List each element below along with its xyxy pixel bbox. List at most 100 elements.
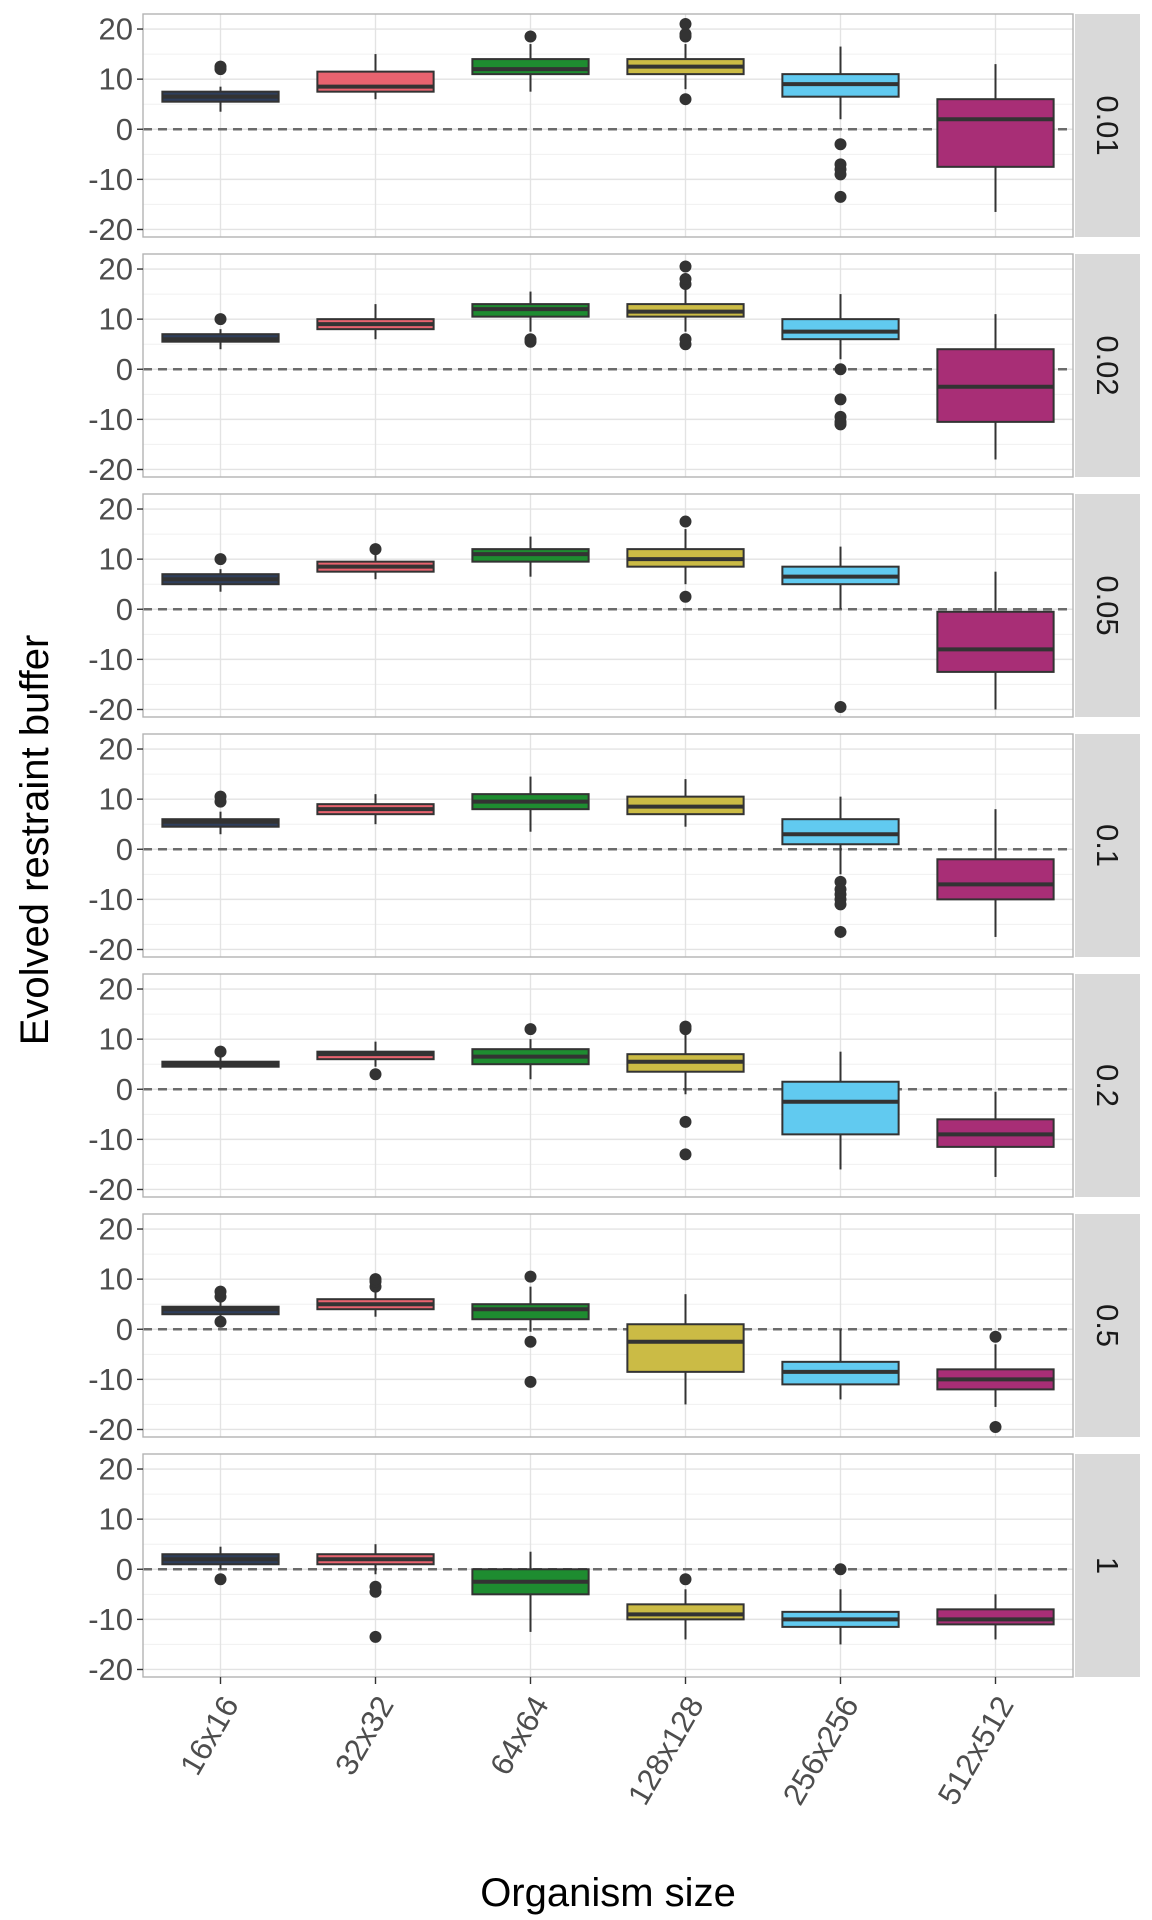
- y-tick-label: -10: [88, 162, 133, 197]
- y-tick-label: -10: [88, 1362, 133, 1397]
- y-tick-label: 10: [99, 542, 133, 577]
- box-body: [471, 1303, 590, 1321]
- outlier-point: [679, 260, 692, 273]
- outlier-point: [834, 925, 847, 938]
- outlier-point: [834, 168, 847, 181]
- outlier-point: [679, 590, 692, 603]
- x-tick-label: 256x256: [776, 1690, 866, 1811]
- outlier-point: [369, 543, 382, 556]
- panel-background: [143, 254, 1073, 477]
- box-512x512: [936, 314, 1055, 460]
- panel-background: [143, 974, 1073, 1197]
- panel-border: [142, 253, 1074, 478]
- y-tick-label: -20: [88, 932, 133, 967]
- x-tick-label: 16x16: [173, 1690, 246, 1781]
- outlier-point: [524, 30, 537, 43]
- panel-border: [142, 973, 1074, 1198]
- facet-strip: [1075, 974, 1140, 1197]
- y-tick-label: 0: [116, 592, 133, 627]
- box-64x64: [471, 1270, 590, 1388]
- facet-panel: 0.05 20 10 0 -10 -20: [88, 492, 1140, 727]
- facet-strip-label: 0.02: [1090, 335, 1125, 395]
- y-tick-label: 20: [99, 1452, 133, 1487]
- panel-background: [143, 14, 1073, 237]
- facet-panel: 0.5 20 10 0 -10 -20: [88, 1212, 1140, 1447]
- box-32x32: [316, 794, 435, 825]
- box-512x512: [936, 64, 1055, 212]
- box-128x128: [626, 515, 745, 603]
- box-128x128: [626, 18, 745, 106]
- box-64x64: [471, 536, 590, 577]
- y-tick-label: 10: [99, 1262, 133, 1297]
- y-tick-label: -10: [88, 1122, 133, 1157]
- facet-panel: 0.2 20 10 0 -10 -20: [88, 972, 1140, 1207]
- x-tick-label: 32x32: [328, 1690, 401, 1781]
- outlier-point: [834, 1563, 847, 1576]
- panel-background: [143, 494, 1073, 717]
- box-32x32: [316, 1041, 435, 1081]
- box-256x256: [781, 1329, 900, 1400]
- outlier-point: [214, 1315, 227, 1328]
- y-tick-label: 0: [116, 1072, 133, 1107]
- box-body: [781, 318, 900, 341]
- facet-strip: [1075, 254, 1140, 477]
- outlier-point: [679, 273, 692, 286]
- outlier-point: [834, 418, 847, 431]
- box-512x512: [936, 1091, 1055, 1177]
- facet-strip-label: 1: [1090, 1557, 1125, 1574]
- outlier-point: [369, 1273, 382, 1286]
- y-tick-label: -10: [88, 642, 133, 677]
- facet-panel: 0.1 20 10 0 -10 -20: [88, 732, 1140, 967]
- outlier-point: [989, 1420, 1002, 1433]
- outlier-point: [369, 1630, 382, 1643]
- box-64x64: [471, 1551, 590, 1632]
- box-128x128: [626, 779, 745, 827]
- y-tick-label: -20: [88, 692, 133, 727]
- y-tick-label: 20: [99, 732, 133, 767]
- y-axis-title: Evolved restraint buffer: [13, 635, 57, 1046]
- outlier-point: [524, 333, 537, 346]
- box-16x16: [161, 313, 280, 350]
- box-16x16: [161, 790, 280, 835]
- outlier-point: [524, 1270, 537, 1283]
- x-axis-title: Organism size: [480, 1871, 736, 1915]
- box-body: [936, 98, 1055, 168]
- y-tick-label: 0: [116, 352, 133, 387]
- box-body: [936, 1608, 1055, 1626]
- outlier-point: [679, 1573, 692, 1586]
- outlier-point: [214, 1045, 227, 1058]
- y-tick-label: -10: [88, 402, 133, 437]
- box-16x16: [161, 1285, 280, 1328]
- box-128x128: [626, 1020, 745, 1161]
- outlier-point: [679, 515, 692, 528]
- box-256x256: [781, 1563, 900, 1645]
- outlier-point: [834, 700, 847, 713]
- y-tick-label: -10: [88, 1602, 133, 1637]
- panel-background: [143, 734, 1073, 957]
- x-axis: 16x16 32x32 64x64 128x128 256x256 512x512: [173, 1677, 1021, 1811]
- facet-strip-label: 0.1: [1090, 824, 1125, 867]
- y-tick-label: -20: [88, 1412, 133, 1447]
- y-tick-label: 10: [99, 302, 133, 337]
- outlier-point: [214, 553, 227, 566]
- box-32x32: [316, 1544, 435, 1643]
- box-body: [626, 1603, 745, 1621]
- box-body: [936, 858, 1055, 901]
- box-64x64: [471, 30, 590, 92]
- box-256x256: [781, 546, 900, 713]
- box-512x512: [936, 809, 1055, 937]
- box-32x32: [316, 543, 435, 580]
- facet-panel: 0.02 20 10 0 -10 -20: [88, 252, 1140, 487]
- box-256x256: [781, 1051, 900, 1170]
- y-tick-label: 20: [99, 492, 133, 527]
- box-256x256: [781, 294, 900, 431]
- outlier-point: [369, 1585, 382, 1598]
- box-16x16: [161, 553, 280, 592]
- y-tick-label: 20: [99, 12, 133, 47]
- box-body: [781, 818, 900, 846]
- outlier-point: [679, 333, 692, 346]
- facet-panel: 1 20 10 0 -10 -20: [88, 1452, 1140, 1687]
- box-body: [316, 70, 435, 93]
- y-tick-label: 0: [116, 1552, 133, 1587]
